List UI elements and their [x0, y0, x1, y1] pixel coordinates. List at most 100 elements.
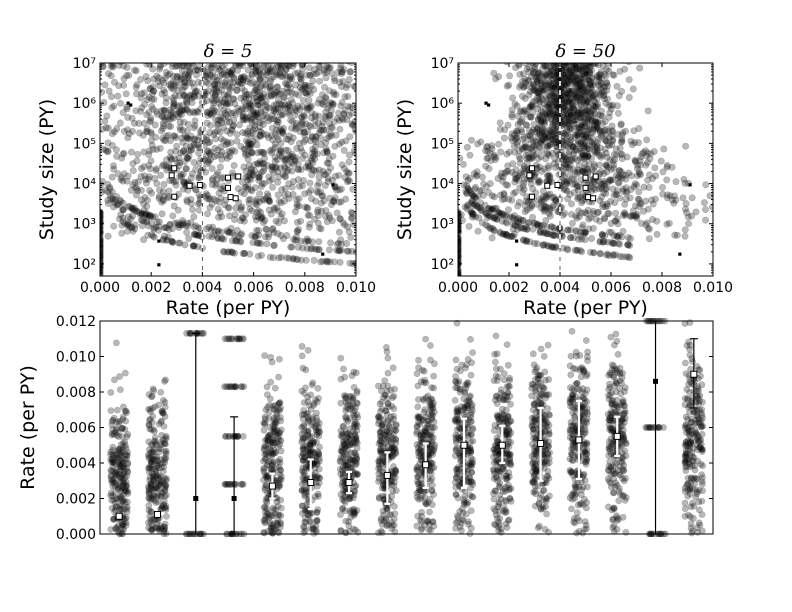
study-point	[149, 145, 157, 153]
rate-point	[220, 383, 228, 391]
study-point	[226, 153, 234, 161]
study-point	[260, 167, 268, 175]
study-point	[543, 63, 550, 70]
study-point	[259, 219, 267, 227]
rate-point	[118, 474, 126, 482]
zero-event-point	[533, 221, 541, 229]
study-point	[249, 107, 257, 115]
study-point	[579, 190, 587, 198]
study-point	[107, 72, 115, 80]
rate-point	[161, 440, 169, 448]
study-point	[160, 136, 168, 144]
study-point	[125, 219, 133, 227]
study-point	[466, 151, 474, 159]
study-point	[204, 75, 212, 83]
study-point	[292, 120, 300, 128]
study-point	[223, 118, 231, 126]
zero-event-point	[189, 242, 197, 250]
study-point	[306, 71, 314, 79]
zero-event-point	[214, 234, 222, 242]
study-point	[291, 111, 299, 119]
study-point	[256, 148, 264, 156]
study-point	[204, 69, 212, 77]
study-point	[643, 152, 651, 160]
study-point	[619, 185, 627, 193]
study-point	[309, 77, 317, 85]
study-point	[177, 171, 185, 179]
study-point	[505, 81, 513, 89]
study-point	[578, 108, 586, 116]
study-point	[550, 160, 558, 168]
study-point	[663, 220, 671, 228]
study-point	[273, 133, 281, 141]
zero-event-point	[257, 251, 265, 259]
study-point	[147, 157, 155, 165]
study-point	[643, 136, 651, 144]
study-point	[297, 119, 305, 127]
rate-point	[260, 419, 268, 427]
study-point	[175, 109, 183, 117]
study-point	[342, 195, 350, 203]
study-point	[333, 115, 341, 123]
study-point	[252, 69, 260, 77]
study-point	[323, 148, 331, 156]
study-point	[146, 85, 154, 93]
study-point	[317, 199, 325, 207]
study-point	[263, 71, 271, 79]
study-point	[137, 186, 145, 194]
study-point	[195, 149, 203, 157]
study-point	[566, 87, 574, 95]
study-point	[167, 123, 175, 131]
study-point	[184, 135, 192, 143]
study-point	[140, 163, 148, 171]
study-point	[679, 194, 687, 202]
study-point	[277, 125, 285, 133]
study-point	[281, 71, 289, 79]
study-point	[278, 63, 286, 69]
study-point	[205, 158, 213, 166]
study-point	[160, 161, 168, 169]
study-point	[222, 100, 230, 108]
study-point	[303, 104, 311, 112]
study-point	[145, 175, 153, 183]
study-point	[249, 171, 257, 179]
study-point	[169, 114, 177, 122]
study-point	[643, 159, 651, 167]
study-point	[309, 70, 317, 78]
study-point	[282, 65, 290, 73]
study-point	[214, 127, 222, 135]
study-point	[254, 88, 262, 96]
study-point	[302, 84, 310, 92]
study-point	[601, 145, 609, 153]
study-point	[288, 167, 296, 175]
study-point	[587, 94, 595, 102]
study-point	[176, 107, 184, 115]
study-point	[569, 180, 577, 188]
study-point	[325, 87, 333, 95]
study-point	[311, 117, 319, 125]
study-point	[218, 63, 226, 71]
study-point	[210, 81, 218, 89]
study-point	[149, 89, 157, 97]
y-tick-label: 10³	[431, 217, 454, 233]
study-point	[294, 69, 302, 77]
study-point	[536, 163, 544, 171]
study-point	[137, 107, 145, 115]
study-point	[308, 166, 316, 174]
study-point	[681, 232, 689, 240]
study-point	[626, 194, 634, 202]
rate-point	[145, 438, 153, 446]
study-point	[306, 137, 314, 145]
study-point	[535, 96, 543, 104]
study-point	[569, 102, 577, 110]
study-point	[652, 172, 660, 180]
zero-event-point	[237, 238, 245, 246]
study-point	[174, 63, 178, 64]
study-point	[227, 68, 235, 76]
scatter-panel-delta-50: 0.000 0.002 0.004 0.006 0.008 0.01010²10³10⁴1…	[394, 41, 733, 319]
study-point	[322, 145, 330, 153]
study-point	[188, 170, 196, 178]
study-point	[293, 144, 301, 152]
study-point	[244, 176, 252, 184]
study-point	[660, 145, 668, 153]
